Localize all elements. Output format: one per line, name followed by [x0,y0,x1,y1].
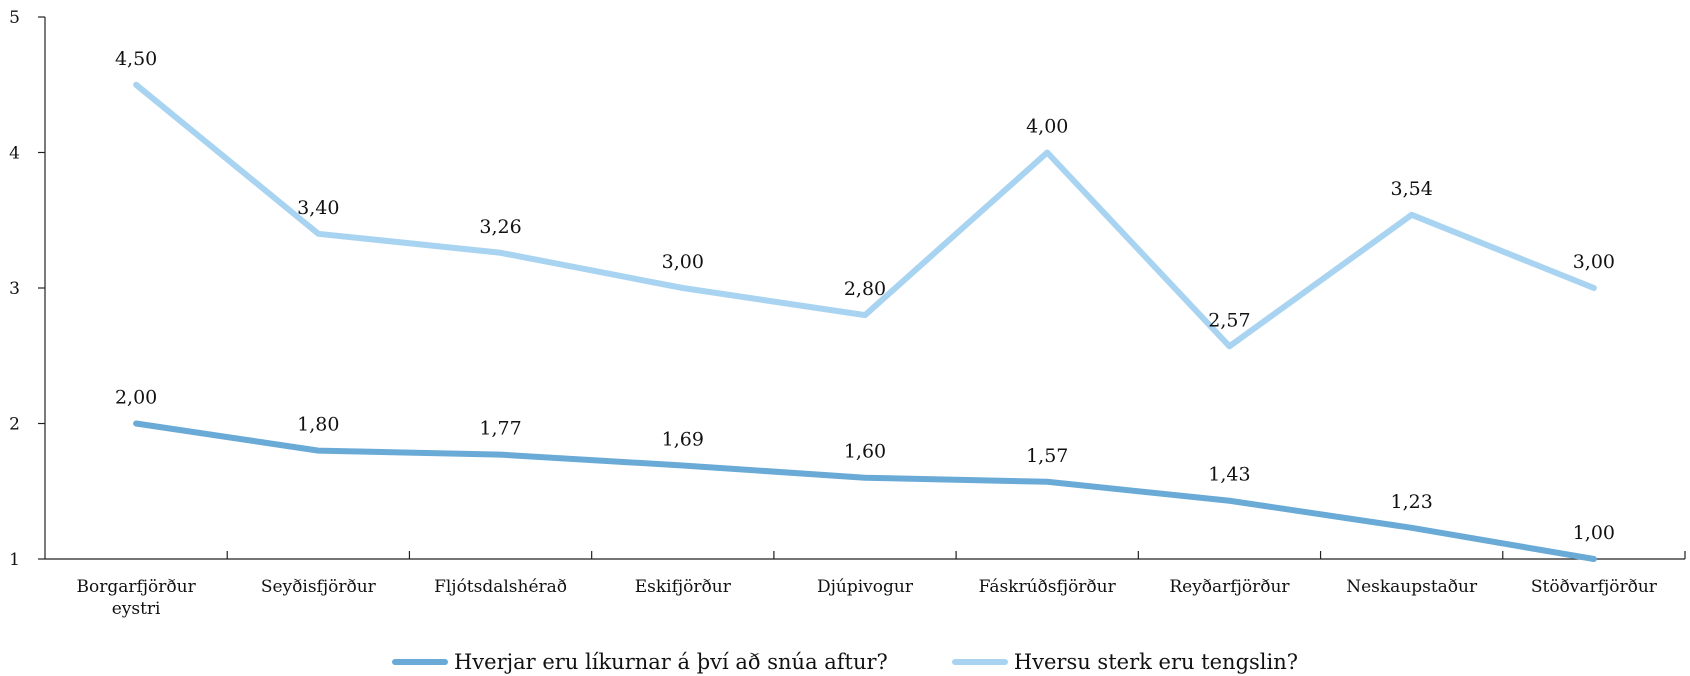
data-label: 1,43 [1208,464,1250,486]
data-labels: 2,00 1,80 1,77 1,69 1,60 1,57 1,43 1,23 1,00 4,50… [115,48,1615,544]
x-category-label: Seyðisfjörður [261,577,377,597]
data-label: 1,57 [1026,445,1068,467]
legend-item-connection: Hversu sterk eru tengslin? [951,650,1299,674]
x-category-label: Neskaupstaður [1346,577,1478,597]
series-line-connection [133,81,1597,350]
data-label: 1,23 [1391,491,1433,513]
axes: 1 2 3 4 5 Borgarfjörður eystri Seyðisfjörður Flj… [9,8,1686,619]
data-label: 4,50 [115,48,157,70]
y-tick-label: 3 [9,279,20,299]
data-label: 1,77 [479,418,521,440]
series-layer [133,81,1597,562]
data-label: 1,69 [662,429,704,451]
legend-swatch-likelihood [391,659,448,665]
data-label: 4,00 [1026,116,1068,138]
x-category-label-line: Djúpivogur [817,577,914,597]
x-category-label-line: Fáskrúðsfjörður [979,577,1117,597]
legend: Hverjar eru líkurnar á því að snúa aftur… [0,648,1690,676]
y-tick-label: 1 [9,550,20,570]
data-label: 3,54 [1391,178,1433,200]
x-category-label: Reyðarfjörður [1169,577,1290,597]
legend-label-likelihood: Hverjar eru líkurnar á því að snúa aftur… [453,650,888,674]
x-category-label-line: Fljótsdalshérað [434,577,567,597]
data-label: 2,80 [844,278,886,300]
x-category-label-line: Neskaupstaður [1346,577,1478,597]
data-label: 3,00 [1573,251,1615,273]
legend-swatch-connection [951,659,1008,665]
legend-item-likelihood: Hverjar eru líkurnar á því að snúa aftur… [391,650,888,674]
line-chart: 1 2 3 4 5 Borgarfjörður eystri Seyðisfjörður Flj… [9,8,1686,619]
x-category-label: Stöðvarfjörður [1531,577,1658,597]
data-label: 1,00 [1573,522,1615,544]
legend-label-connection: Hversu sterk eru tengslin? [1013,650,1299,674]
y-tick-label: 4 [9,144,20,164]
x-category-label-line: eystri [112,599,161,619]
x-category-label-line: Reyðarfjörður [1169,577,1290,597]
x-category-label-line: Stöðvarfjörður [1531,577,1658,597]
data-label: 2,00 [115,387,157,409]
x-category-label: Eskifjörður [635,577,732,597]
data-label: 3,26 [479,216,521,238]
x-category-label: Fljótsdalshérað [434,577,567,597]
x-category-label: Borgarfjörður eystri [76,577,196,619]
data-label: 3,40 [297,197,339,219]
x-category-label-line: Seyðisfjörður [261,577,377,597]
data-label: 1,80 [297,414,339,436]
y-tick-label: 5 [9,8,20,28]
x-category-label-line: Eskifjörður [635,577,732,597]
x-category-label: Fáskrúðsfjörður [979,577,1117,597]
data-label: 3,00 [662,251,704,273]
data-label: 2,57 [1208,309,1250,331]
data-label: 1,60 [844,441,886,463]
x-category-label: Djúpivogur [817,577,914,597]
x-category-label-line: Borgarfjörður [76,577,196,597]
y-tick-label: 2 [9,415,20,435]
